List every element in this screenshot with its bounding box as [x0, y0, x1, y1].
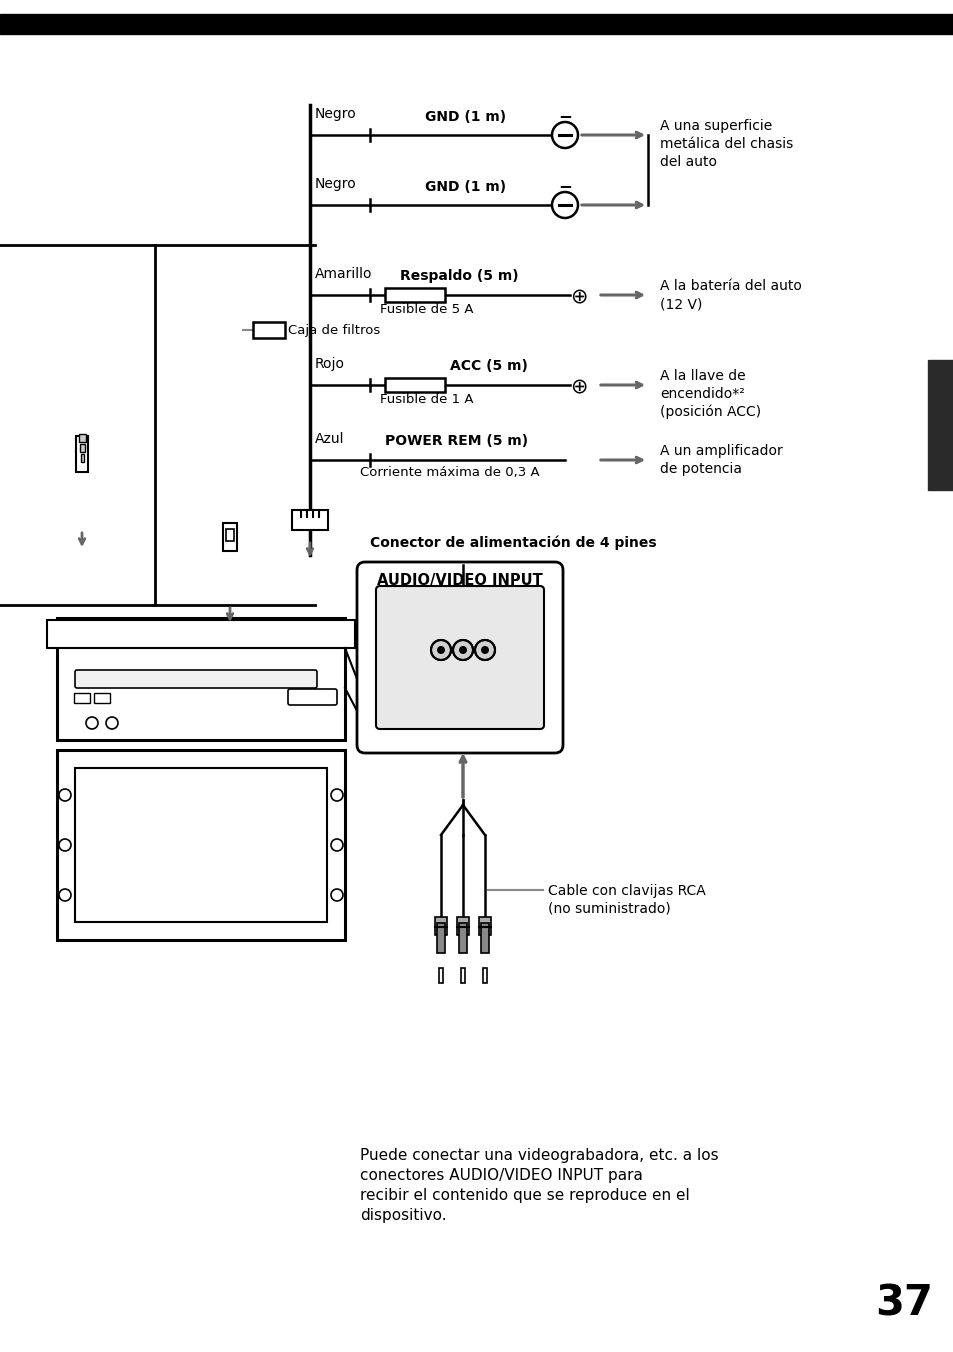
Text: de potencia: de potencia	[659, 462, 741, 476]
FancyBboxPatch shape	[75, 671, 316, 688]
Text: Negro: Negro	[314, 107, 356, 120]
FancyBboxPatch shape	[375, 585, 543, 729]
Text: Azul: Azul	[314, 433, 344, 446]
FancyBboxPatch shape	[356, 562, 562, 753]
Text: −: −	[558, 107, 572, 124]
Text: Fusible de 5 A: Fusible de 5 A	[379, 303, 473, 316]
Bar	[480, 923, 489, 953]
Bar	[438, 968, 442, 983]
Bar	[57, 618, 345, 740]
Bar	[927, 360, 953, 489]
Text: Corriente máxima de 0,3 A: Corriente máxima de 0,3 A	[359, 466, 539, 479]
Text: Rojo: Rojo	[314, 357, 345, 370]
Text: (no suministrado): (no suministrado)	[547, 902, 670, 917]
Text: Fusible de 1 A: Fusible de 1 A	[379, 393, 473, 406]
Bar	[482, 968, 486, 983]
Bar	[435, 917, 447, 936]
Circle shape	[552, 122, 578, 147]
Bar	[460, 968, 464, 983]
Bar	[385, 288, 444, 301]
Text: conectores AUDIO/VIDEO INPUT para: conectores AUDIO/VIDEO INPUT para	[359, 1168, 642, 1183]
Bar	[292, 510, 328, 530]
Text: Amarillo: Amarillo	[314, 266, 372, 281]
Circle shape	[453, 639, 473, 660]
Text: ACC (5 m): ACC (5 m)	[450, 360, 527, 373]
Text: Conector de alimentación de 4 pines: Conector de alimentación de 4 pines	[370, 535, 656, 550]
Text: ⊕: ⊕	[569, 287, 587, 306]
Text: −: −	[558, 177, 572, 195]
Text: (12 V): (12 V)	[659, 297, 701, 311]
Text: Puede conectar una videograbadora, etc. a los: Puede conectar una videograbadora, etc. …	[359, 1148, 718, 1163]
Bar	[94, 694, 110, 703]
Text: Respaldo (5 m): Respaldo (5 m)	[399, 269, 518, 283]
Bar	[76, 435, 88, 472]
Text: del auto: del auto	[659, 155, 717, 169]
Text: Caja de filtros: Caja de filtros	[288, 324, 380, 337]
Circle shape	[480, 646, 489, 654]
Text: A un amplificador: A un amplificador	[659, 443, 781, 458]
Bar	[80, 443, 85, 452]
Text: AUDIO/VIDEO INPUT: AUDIO/VIDEO INPUT	[376, 573, 542, 588]
Bar	[223, 523, 236, 552]
Text: GND (1 m): GND (1 m)	[424, 110, 506, 124]
Text: Negro: Negro	[314, 177, 356, 191]
Bar	[57, 750, 345, 940]
Text: recibir el contenido que se reproduce en el: recibir el contenido que se reproduce en…	[359, 1188, 689, 1203]
Bar	[478, 917, 491, 936]
Bar	[226, 529, 233, 541]
Text: A la llave de: A la llave de	[659, 369, 745, 383]
Bar	[74, 694, 90, 703]
Circle shape	[431, 639, 451, 660]
Bar	[456, 917, 469, 936]
Text: dispositivo.: dispositivo.	[359, 1207, 446, 1224]
Bar	[0, 14, 953, 34]
Bar	[75, 768, 327, 922]
Text: 37: 37	[874, 1282, 932, 1324]
FancyBboxPatch shape	[288, 690, 336, 704]
Text: POWER REM (5 m): POWER REM (5 m)	[385, 434, 528, 448]
Text: A la batería del auto: A la batería del auto	[659, 279, 801, 293]
Bar	[79, 434, 86, 442]
Bar	[436, 923, 444, 953]
Text: metálica del chasis: metálica del chasis	[659, 137, 792, 151]
Circle shape	[475, 639, 495, 660]
Circle shape	[436, 646, 444, 654]
Bar	[385, 379, 444, 392]
Text: A una superficie: A una superficie	[659, 119, 771, 132]
Text: Cable con clavijas RCA: Cable con clavijas RCA	[547, 884, 705, 898]
Text: (posición ACC): (posición ACC)	[659, 404, 760, 419]
Bar	[253, 322, 285, 338]
Circle shape	[552, 192, 578, 218]
Circle shape	[458, 646, 467, 654]
Bar	[47, 621, 355, 648]
Bar	[81, 454, 84, 462]
Bar	[458, 923, 467, 953]
Text: ⊕: ⊕	[569, 376, 587, 396]
Text: GND (1 m): GND (1 m)	[424, 180, 506, 193]
Text: encendido*²: encendido*²	[659, 387, 744, 402]
